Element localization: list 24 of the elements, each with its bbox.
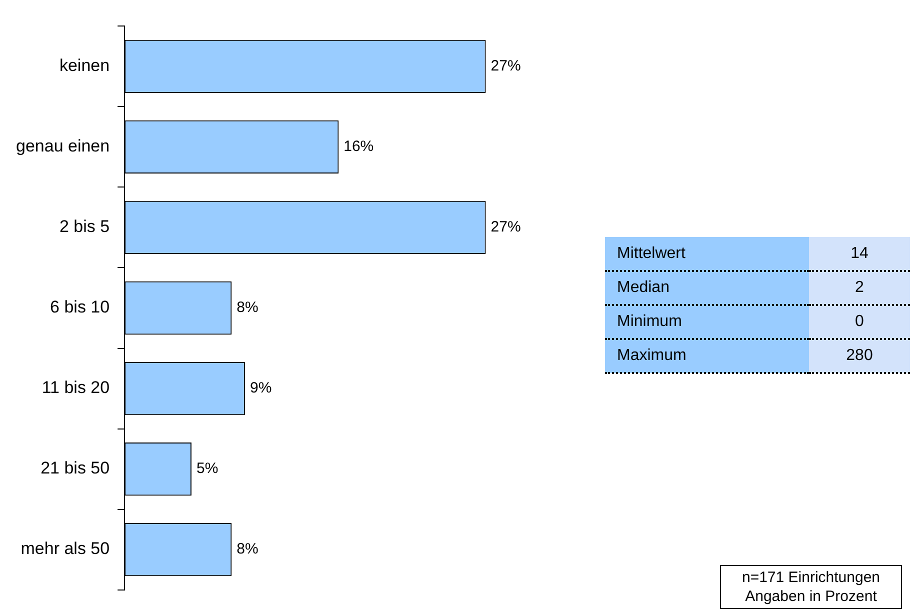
text: Angaben in Prozent (744, 587, 878, 606)
data-label: 2 (809, 271, 910, 305)
category-label: Maximum (605, 339, 809, 373)
data-label: 8% (236, 540, 258, 558)
data-label: 0 (809, 305, 910, 339)
y-tick-label: genau einen (16, 136, 110, 156)
y-tick-label: 11 bis 20 (42, 378, 110, 398)
category-label: Minimum (605, 305, 809, 339)
data-label: 16% (344, 138, 374, 156)
data-label: 27% (490, 58, 521, 75)
data-label: 5% (196, 460, 218, 478)
data-label: 280 (809, 339, 910, 373)
text: n=171 Einrichtungen (740, 568, 882, 587)
category-label: Median (605, 271, 809, 305)
y-tick-label: 6 bis 10 (50, 298, 110, 317)
y-tick-label: 2 bis 5 (60, 217, 110, 236)
category-label: Mittelwert (605, 237, 809, 271)
y-tick-label: keinen (59, 56, 110, 76)
data-label: 14 (809, 237, 910, 271)
data-label: 8% (236, 299, 258, 316)
y-tick-label: 21 bis 50 (40, 458, 110, 478)
y-tick-label: mehr als 50 (20, 539, 110, 558)
data-label: 27% (490, 218, 521, 236)
data-label: 9% (250, 380, 272, 397)
